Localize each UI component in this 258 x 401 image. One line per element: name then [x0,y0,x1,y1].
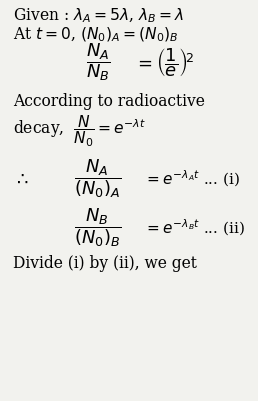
Text: Divide (i) by (ii), we get: Divide (i) by (ii), we get [13,255,197,272]
Text: $\dfrac{N_A}{N_B}$: $\dfrac{N_A}{N_B}$ [86,41,110,83]
Text: $= e^{-\lambda_A t}$ ... (i): $= e^{-\lambda_A t}$ ... (i) [144,168,240,188]
Text: $= \left(\dfrac{1}{e}\right)^{\!2}$: $= \left(\dfrac{1}{e}\right)^{\!2}$ [134,46,195,79]
Text: At $t = 0$, $(N_0)_A = (N_0)_B$: At $t = 0$, $(N_0)_A = (N_0)_B$ [13,26,178,44]
Text: $\dfrac{N_B}{(N_0)_B}$: $\dfrac{N_B}{(N_0)_B}$ [74,207,122,249]
Text: Given : $\lambda_A = 5\lambda$, $\lambda_B = \lambda$: Given : $\lambda_A = 5\lambda$, $\lambda… [13,7,184,25]
Text: $= e^{-\lambda_B t}$ ... (ii): $= e^{-\lambda_B t}$ ... (ii) [144,218,245,238]
Text: According to radioactive: According to radioactive [13,93,205,109]
Text: $\dfrac{N_A}{(N_0)_A}$: $\dfrac{N_A}{(N_0)_A}$ [74,157,122,200]
Text: decay,  $\dfrac{N}{N_0} = e^{-\lambda t}$: decay, $\dfrac{N}{N_0} = e^{-\lambda t}$ [13,114,146,149]
Text: $\therefore$: $\therefore$ [13,170,29,187]
